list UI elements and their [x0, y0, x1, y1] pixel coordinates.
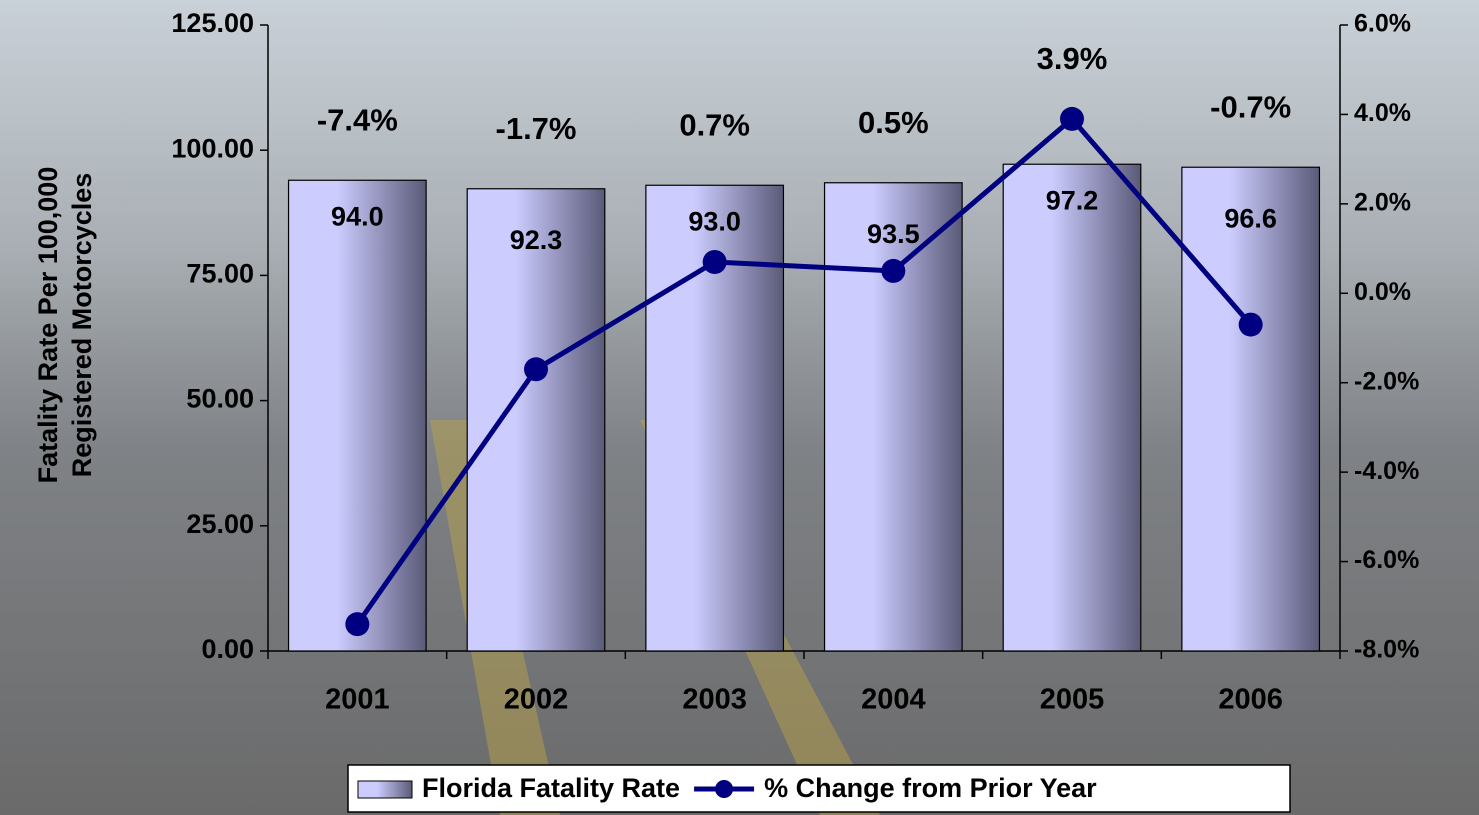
line-value-label: 0.7%	[679, 107, 750, 142]
y-tick-label: 0.00	[201, 634, 254, 664]
line-value-label: -0.7%	[1210, 89, 1291, 124]
y-axis-label: Registered Motorcycles	[67, 173, 97, 478]
x-tick-label: 2006	[1218, 684, 1283, 716]
line-point	[1060, 107, 1084, 131]
line-value-label: 0.5%	[858, 105, 929, 140]
bar-value-label: 94.0	[331, 201, 384, 231]
y-tick-label: 125.00	[171, 8, 254, 38]
bar-value-label: 93.5	[867, 219, 920, 249]
y2-tick-label: -6.0%	[1354, 546, 1419, 574]
y2-tick-label: 0.0%	[1354, 278, 1411, 306]
line-value-label: -1.7%	[496, 111, 577, 146]
bar-value-label: 96.6	[1224, 203, 1277, 233]
bar	[1003, 164, 1141, 651]
bar-value-label: 97.2	[1046, 185, 1099, 215]
bar	[467, 189, 605, 651]
y-tick-label: 25.00	[186, 509, 254, 539]
y2-tick-label: 4.0%	[1354, 99, 1411, 127]
bar	[289, 180, 427, 651]
y2-tick-label: -4.0%	[1354, 457, 1419, 485]
line-point	[703, 250, 727, 274]
y-axis-label: Fatality Rate Per 100,000	[33, 167, 63, 484]
y2-tick-label: -8.0%	[1354, 636, 1419, 664]
line-point	[1239, 313, 1263, 337]
y-tick-label: 100.00	[171, 133, 254, 163]
x-tick-label: 2001	[325, 684, 390, 716]
y2-tick-label: 2.0%	[1354, 188, 1411, 216]
y2-tick-label: 6.0%	[1354, 10, 1411, 38]
y-tick-label: 50.00	[186, 384, 254, 414]
legend-label: Florida Fatality Rate	[422, 773, 680, 803]
x-tick-label: 2004	[861, 684, 926, 716]
x-tick-label: 2005	[1040, 684, 1105, 716]
y-tick-label: 75.00	[186, 259, 254, 289]
line-point	[881, 259, 905, 283]
x-tick-label: 2002	[504, 684, 569, 716]
line-point	[345, 612, 369, 636]
legend-swatch	[715, 780, 733, 798]
line-value-label: -7.4%	[317, 102, 398, 137]
legend-swatch	[358, 781, 412, 798]
bar	[825, 183, 963, 651]
bar-value-label: 92.3	[510, 225, 563, 255]
bar	[1182, 167, 1320, 651]
legend-label: % Change from Prior Year	[764, 773, 1097, 803]
line-point	[524, 357, 548, 381]
x-tick-label: 2003	[682, 684, 747, 716]
y2-tick-label: -2.0%	[1354, 367, 1419, 395]
bar-value-label: 93.0	[688, 206, 741, 236]
chart: Fatality Rate Per 100,000 Registered Mot…	[0, 0, 1479, 815]
line-value-label: 3.9%	[1037, 41, 1108, 76]
